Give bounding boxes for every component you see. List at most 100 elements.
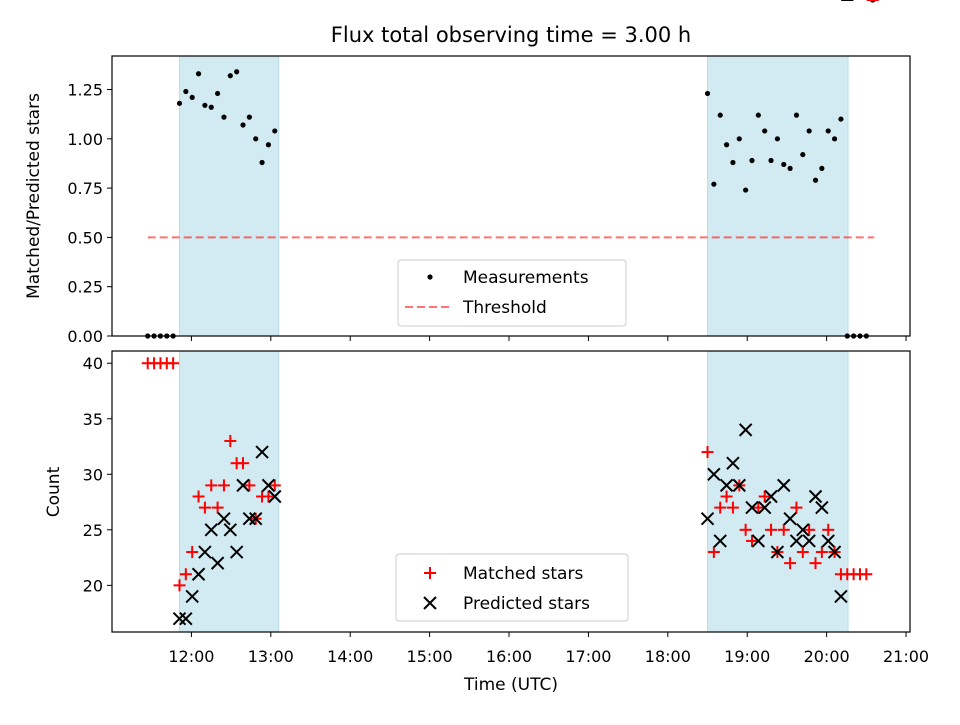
measurement-point <box>812 177 819 183</box>
measurement-point <box>762 128 768 134</box>
predicted-star-point <box>236 478 250 493</box>
top-y-tick-label: 0.25 <box>67 278 103 297</box>
predicted-star-point <box>191 567 206 581</box>
x-tick-label: 13:00 <box>248 647 294 666</box>
x-tick-label: 18:00 <box>645 647 691 666</box>
predicted-star-point <box>255 445 269 459</box>
predicted-star-point <box>719 478 734 493</box>
measurement-point <box>825 128 831 134</box>
measurement-point <box>227 73 233 79</box>
matched-star-point <box>777 523 790 536</box>
measurement-point <box>768 157 774 164</box>
measurement-point <box>787 165 793 171</box>
matched-star-point <box>796 546 809 559</box>
top-y-tick-label: 1.25 <box>67 81 103 100</box>
measurement-point <box>743 187 749 193</box>
predicted-star-point <box>261 478 276 493</box>
measurement-point <box>749 157 755 164</box>
matched-star-point <box>714 501 727 514</box>
measurement-point <box>265 142 272 148</box>
measurement-point <box>253 136 259 142</box>
predicted-star-point <box>268 489 282 504</box>
matched-star-point <box>701 446 714 459</box>
measurement-point <box>774 136 780 142</box>
measurement-point <box>240 122 246 128</box>
matched-star-point <box>205 479 218 492</box>
matched-star-point <box>243 479 256 492</box>
matched-star-point <box>237 457 250 470</box>
predicted-star-point <box>700 512 715 526</box>
measurement-point <box>736 136 742 142</box>
bottom-panel: 12:00 13:00 14:00 15:00 16:00 17:00 18:00 19:00… <box>44 0 929 695</box>
predicted-star-point <box>242 512 257 526</box>
top-y-tick-label: 0.00 <box>67 327 103 346</box>
matched-star-point <box>179 568 192 581</box>
legend-matched-label: Matched stars <box>463 564 583 584</box>
predicted-star-point <box>745 500 759 515</box>
measurement-point <box>781 161 787 168</box>
top-y-tick-label: 0.75 <box>67 179 103 198</box>
predicted-star-point <box>777 478 791 493</box>
predicted-star-point <box>770 545 785 559</box>
predicted-star-point <box>707 467 721 481</box>
matched-star-point <box>790 501 803 514</box>
measurement-point <box>838 116 844 122</box>
measurement-point <box>202 102 208 108</box>
legend-predicted-marker <box>423 596 437 610</box>
measurement-point <box>806 128 812 134</box>
matched-star-point <box>809 557 822 570</box>
measurement-point <box>272 128 278 134</box>
top-legend-box <box>397 259 627 327</box>
observing-interval-0 <box>178 55 280 337</box>
matched-star-point <box>192 490 205 503</box>
legend-measurements-marker <box>427 274 433 280</box>
bottom-legend-box <box>395 553 629 622</box>
measurement-point <box>704 90 711 97</box>
bottom-panel-frame <box>111 350 911 633</box>
matched-star-point <box>745 534 758 547</box>
matched-star-point <box>815 546 828 559</box>
x-tick-label: 15:00 <box>407 647 453 666</box>
chart-title: Flux total observing time = 3.00 h <box>331 23 691 47</box>
bottom-y-tick-label: 30 <box>83 465 103 484</box>
predicted-star-point <box>834 589 848 604</box>
predicted-star-point <box>789 534 804 548</box>
matched-star-point <box>720 490 733 503</box>
legend-matched-marker <box>424 567 436 579</box>
measurement-point <box>831 136 838 142</box>
predicted-star-point <box>185 589 199 604</box>
bottom-y-tick-label: 40 <box>83 354 103 373</box>
matched-star-point <box>268 479 281 492</box>
predicted-star-point <box>783 512 797 526</box>
measurement-point <box>259 159 265 166</box>
measurement-point <box>234 69 240 75</box>
matched-star-point <box>860 568 873 581</box>
observing-interval-1 <box>707 350 849 633</box>
predicted-star-point <box>751 534 766 548</box>
top-y-tick-label: 1.00 <box>67 130 103 149</box>
x-tick-label: 19:00 <box>724 647 770 666</box>
measurement-point <box>246 114 252 120</box>
measurement-point <box>176 100 183 106</box>
measurement-point <box>215 90 221 97</box>
top-y-axis-label: Matched/Predicted stars <box>24 93 44 299</box>
top-panel: 0.00 0.25 0.50 0.75 1.00 1.25 Matched/Predict… <box>24 0 911 346</box>
measurement-point <box>221 114 227 120</box>
matched-star-point <box>211 501 224 514</box>
predicted-star-point <box>815 500 829 515</box>
predicted-star-point <box>198 545 212 559</box>
predicted-star-point <box>172 611 187 626</box>
matched-star-point <box>167 357 180 370</box>
measurement-point <box>730 159 736 166</box>
x-axis-label: Time (UTC) <box>463 675 558 695</box>
matched-star-point <box>173 579 186 592</box>
bottom-y-tick-label: 25 <box>83 521 103 540</box>
bottom-y-tick-label: 35 <box>83 410 103 429</box>
top-legend: Measurements Threshold <box>397 259 627 327</box>
predicted-star-point <box>808 489 823 504</box>
matched-star-point <box>752 501 765 514</box>
matched-star-point <box>707 546 720 559</box>
measurement-point <box>189 94 195 101</box>
predicted-star-point <box>732 478 746 493</box>
measurement-point <box>183 88 189 95</box>
